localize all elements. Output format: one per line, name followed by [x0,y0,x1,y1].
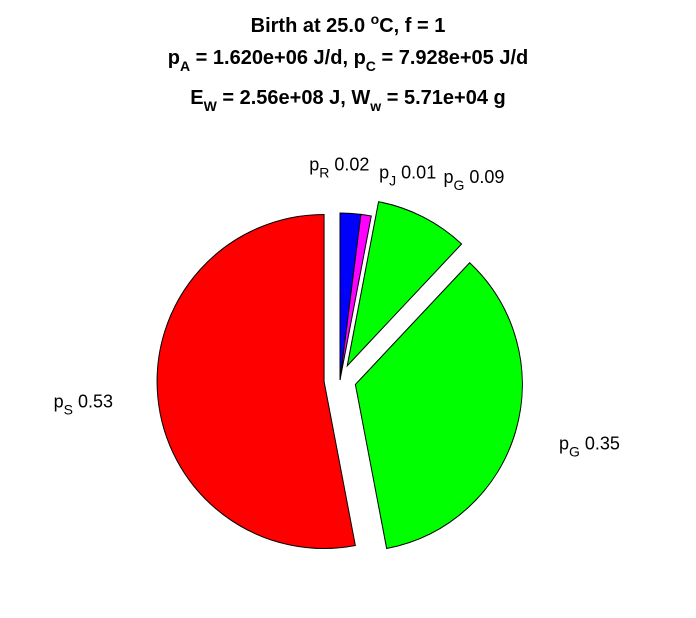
title-line-1: Birth at 25.0 oC, f = 1 [251,11,446,37]
pie-label-pj-1: pJ 0.01 [379,163,436,189]
pie-label-pr-0: pR 0.02 [309,154,369,180]
pie-label-ps-4: pS 0.53 [54,391,113,417]
pie-label-pg-2: pG 0.09 [444,167,505,193]
pie-label-pg-3: pG 0.35 [559,434,620,460]
chart-title: Birth at 25.0 oC, f = 1 pA = 1.620e+06 J… [168,11,529,114]
pie-labels: pR 0.02 pJ 0.01 pG 0.09 pG 0.35 pS 0.53 [54,154,620,459]
pie-slice-pg-3 [354,262,523,550]
pie-slices [156,201,523,550]
pie-slice-ps-4 [156,214,356,550]
pie-slice-pg-2 [346,201,463,368]
title-line-2: pA = 1.620e+06 J/d, pC = 7.928e+05 J/d [168,47,529,74]
title-line-3: EW = 2.56e+08 J, Ww = 5.71e+04 g [190,87,505,114]
pie-slice-pj-1 [339,213,372,381]
